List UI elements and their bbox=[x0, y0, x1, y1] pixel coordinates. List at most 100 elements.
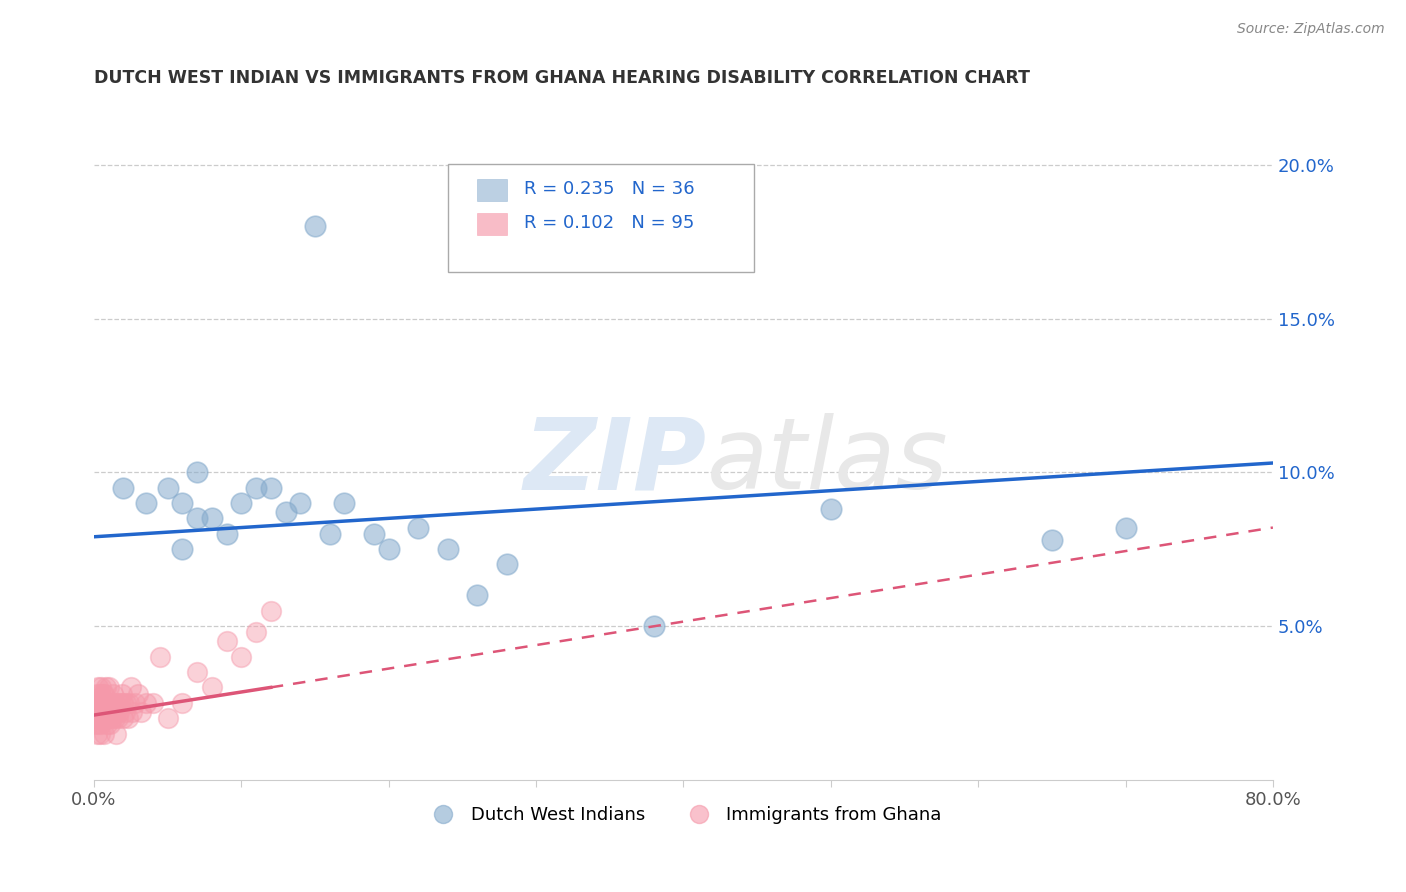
Point bbox=[107, 696, 129, 710]
Point bbox=[89, 696, 111, 710]
Point bbox=[87, 705, 110, 719]
Point bbox=[110, 696, 132, 710]
Point bbox=[97, 711, 120, 725]
Point bbox=[319, 526, 342, 541]
Point bbox=[114, 705, 136, 719]
Point bbox=[90, 681, 112, 695]
FancyBboxPatch shape bbox=[447, 164, 754, 272]
Point bbox=[111, 687, 134, 701]
Point bbox=[91, 687, 114, 701]
Point bbox=[105, 726, 128, 740]
Point bbox=[94, 681, 117, 695]
Point bbox=[377, 542, 399, 557]
Point bbox=[1115, 520, 1137, 534]
Point bbox=[201, 511, 224, 525]
Point bbox=[186, 511, 208, 525]
Point bbox=[201, 681, 224, 695]
Point bbox=[100, 711, 122, 725]
Legend: Dutch West Indians, Immigrants from Ghana: Dutch West Indians, Immigrants from Ghan… bbox=[418, 799, 949, 831]
Point bbox=[86, 726, 108, 740]
Point bbox=[89, 726, 111, 740]
Point bbox=[186, 465, 208, 479]
Point bbox=[98, 705, 121, 719]
Text: Source: ZipAtlas.com: Source: ZipAtlas.com bbox=[1237, 22, 1385, 37]
Point bbox=[101, 705, 124, 719]
Point bbox=[100, 696, 122, 710]
Point bbox=[820, 502, 842, 516]
Point bbox=[86, 696, 108, 710]
Point bbox=[84, 717, 107, 731]
Point bbox=[97, 681, 120, 695]
Point bbox=[107, 711, 129, 725]
Point bbox=[93, 687, 115, 701]
Text: ZIP: ZIP bbox=[524, 413, 707, 510]
Point bbox=[186, 665, 208, 679]
FancyBboxPatch shape bbox=[477, 213, 506, 235]
Point bbox=[120, 681, 142, 695]
Point bbox=[97, 696, 120, 710]
Point bbox=[90, 717, 112, 731]
Point bbox=[134, 696, 156, 710]
Text: DUTCH WEST INDIAN VS IMMIGRANTS FROM GHANA HEARING DISABILITY CORRELATION CHART: DUTCH WEST INDIAN VS IMMIGRANTS FROM GHA… bbox=[94, 69, 1031, 87]
Text: atlas: atlas bbox=[707, 413, 949, 510]
Point bbox=[112, 481, 135, 495]
Point bbox=[245, 481, 267, 495]
Point bbox=[87, 717, 110, 731]
Point bbox=[260, 603, 283, 617]
Point bbox=[112, 711, 135, 725]
Point bbox=[87, 696, 110, 710]
Text: R = 0.102   N = 95: R = 0.102 N = 95 bbox=[524, 214, 695, 232]
Point bbox=[290, 496, 312, 510]
Point bbox=[117, 711, 139, 725]
Point bbox=[215, 526, 238, 541]
Point bbox=[172, 542, 194, 557]
Point bbox=[142, 696, 165, 710]
Point bbox=[304, 219, 326, 234]
Point bbox=[84, 696, 107, 710]
Point bbox=[84, 711, 107, 725]
Point bbox=[260, 481, 283, 495]
Point bbox=[406, 520, 429, 534]
Point bbox=[105, 705, 128, 719]
Point bbox=[98, 717, 121, 731]
Point bbox=[93, 726, 115, 740]
Point bbox=[90, 705, 112, 719]
Point bbox=[84, 705, 107, 719]
Point bbox=[134, 496, 156, 510]
Point bbox=[124, 696, 146, 710]
Point bbox=[87, 681, 110, 695]
Point bbox=[108, 705, 131, 719]
Point bbox=[156, 481, 179, 495]
Point bbox=[86, 711, 108, 725]
Point bbox=[103, 711, 125, 725]
Point bbox=[121, 705, 143, 719]
Point bbox=[94, 696, 117, 710]
Point bbox=[115, 696, 138, 710]
Point bbox=[91, 696, 114, 710]
Point bbox=[231, 496, 253, 510]
Point bbox=[96, 717, 118, 731]
Point bbox=[101, 687, 124, 701]
Point bbox=[91, 711, 114, 725]
Point bbox=[93, 705, 115, 719]
Point bbox=[215, 634, 238, 648]
Point bbox=[86, 687, 108, 701]
Point bbox=[149, 649, 172, 664]
Point bbox=[495, 558, 517, 572]
Point bbox=[89, 711, 111, 725]
Point bbox=[129, 705, 152, 719]
Point bbox=[333, 496, 356, 510]
Point bbox=[465, 588, 488, 602]
Point bbox=[274, 505, 297, 519]
Point bbox=[156, 711, 179, 725]
FancyBboxPatch shape bbox=[477, 179, 506, 202]
Point bbox=[172, 696, 194, 710]
Point bbox=[103, 696, 125, 710]
Point bbox=[94, 711, 117, 725]
Point bbox=[89, 687, 111, 701]
Point bbox=[363, 526, 385, 541]
Point bbox=[245, 625, 267, 640]
Point bbox=[118, 696, 141, 710]
Point bbox=[127, 687, 149, 701]
Point bbox=[231, 649, 253, 664]
